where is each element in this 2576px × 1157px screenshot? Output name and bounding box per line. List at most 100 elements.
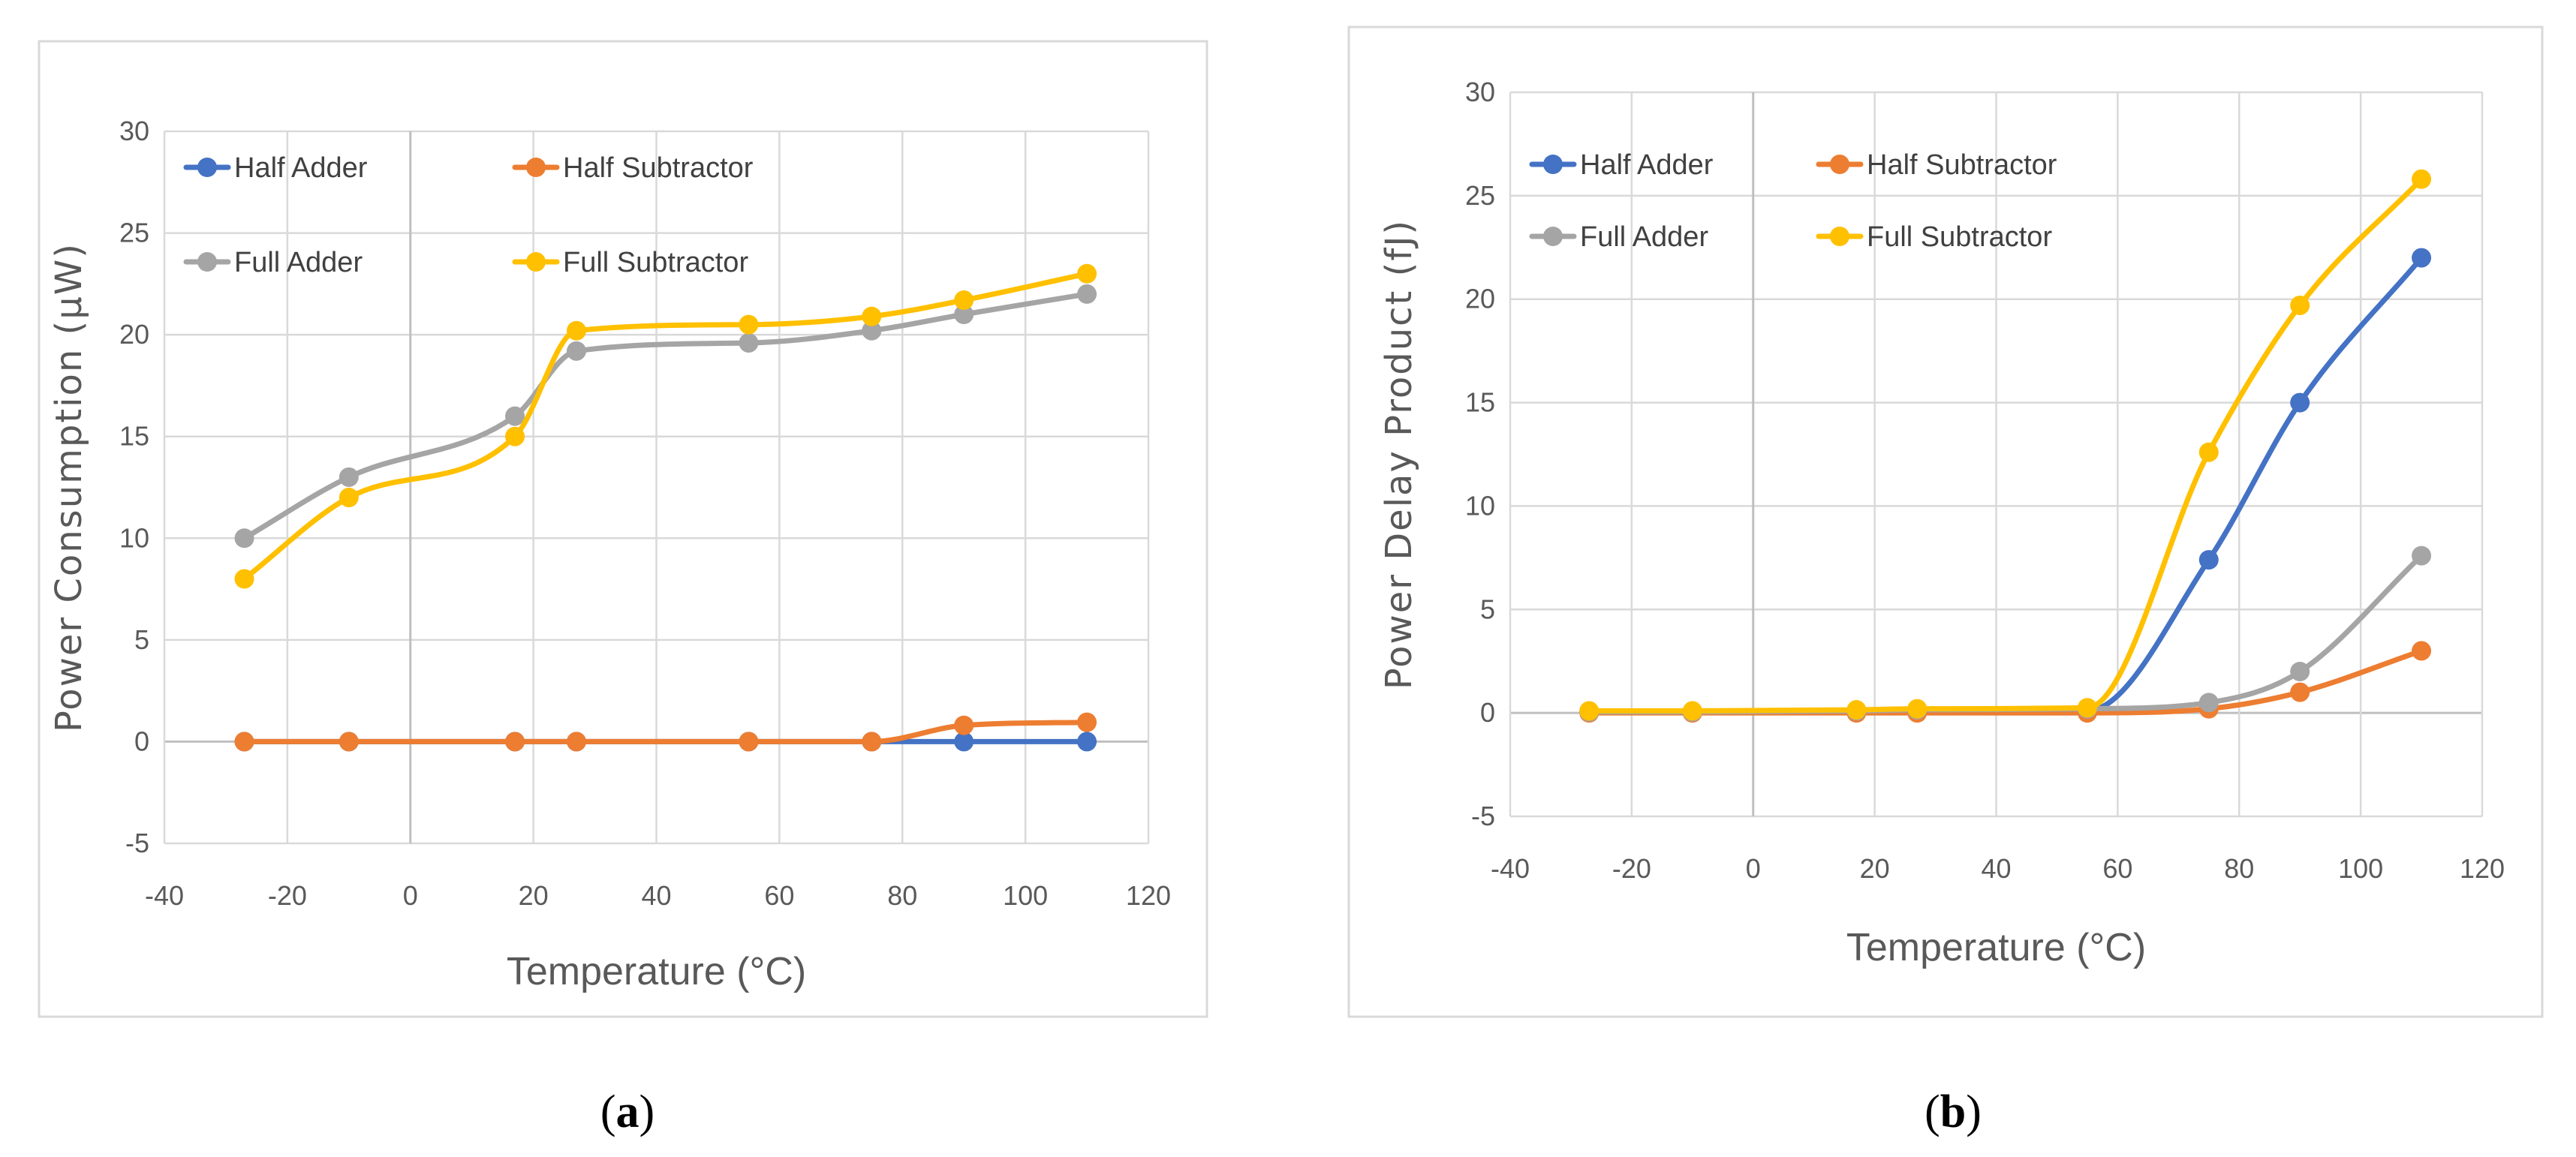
x-tick-label: 120 <box>1126 880 1171 911</box>
x-tick-label: -20 <box>268 880 307 911</box>
y-tick-label: 20 <box>1465 284 1495 314</box>
data-point <box>505 732 525 752</box>
data-point <box>739 332 759 353</box>
data-point <box>505 426 525 446</box>
legend-item: Full Subtractor <box>512 247 748 278</box>
data-point <box>1846 700 1867 720</box>
legend-swatch-marker <box>526 158 546 177</box>
legend-label: Full Subtractor <box>1867 221 2052 253</box>
data-point <box>862 320 882 341</box>
chart-b: -5 0 5 10 15 20 25 30 -40 -20 0 20 40 60 80 100 120 Power… <box>1378 77 2505 969</box>
data-point <box>1077 263 1097 284</box>
y-tick-label: 10 <box>1465 490 1495 521</box>
data-point <box>505 406 525 426</box>
data-point <box>2077 698 2097 718</box>
legend-item: Half Subtractor <box>1816 149 2057 181</box>
legend-label: Half Adder <box>1580 149 1714 181</box>
data-point <box>2412 641 2432 661</box>
legend-label: Half Adder <box>234 152 368 184</box>
series-line <box>242 271 1090 582</box>
legend-swatch-marker <box>1543 227 1563 246</box>
data-point <box>954 305 974 325</box>
data-point <box>2290 295 2310 315</box>
chart-a-frame <box>38 40 1208 1018</box>
data-point <box>566 341 586 361</box>
legend-swatch-marker <box>1830 155 1849 174</box>
series-half-subtractor <box>234 712 1097 752</box>
y-tick-label: 25 <box>119 218 149 248</box>
series-line <box>242 291 1090 541</box>
data-point <box>2198 693 2219 713</box>
data-point <box>2198 550 2219 570</box>
x-tick-label: 80 <box>2224 853 2254 884</box>
series-line <box>242 720 1090 744</box>
y-tick-label: 0 <box>134 726 149 756</box>
legend-swatch-marker <box>197 252 217 272</box>
y-tick-label: 5 <box>134 624 149 655</box>
data-point <box>1077 712 1097 732</box>
chart-b-frame <box>1347 26 2544 1018</box>
legend-label: Half Subtractor <box>563 152 754 184</box>
caption-b: (b) <box>1924 1086 1982 1137</box>
data-point <box>234 732 254 752</box>
data-point <box>566 320 586 341</box>
x-tick-label: -20 <box>1612 853 1651 884</box>
x-tick-label: -40 <box>145 880 184 911</box>
data-point <box>1077 732 1097 752</box>
legend-item: Half Adder <box>183 152 368 184</box>
y-tick-label: 30 <box>119 116 149 146</box>
series-full-subtractor <box>1579 169 2432 721</box>
x-axis-label: Temperature (°C) <box>507 950 806 993</box>
data-point <box>566 732 586 752</box>
legend-swatch-marker <box>1543 155 1563 174</box>
y-tick-label: 10 <box>119 522 149 553</box>
y-tick-label: 20 <box>119 319 149 350</box>
data-point <box>339 488 359 508</box>
chart-a: -5 0 5 10 15 20 25 30 -40 -20 0 20 40 60 80 100 120 Power… <box>48 116 1171 993</box>
data-point <box>234 528 254 548</box>
y-tick-label: 15 <box>1465 387 1495 418</box>
legend-swatch-marker <box>1830 227 1849 246</box>
y-tick-label: -5 <box>125 828 149 858</box>
data-point <box>2290 662 2310 681</box>
data-point <box>1077 284 1097 304</box>
y-tick-label: 15 <box>119 421 149 452</box>
data-point <box>1907 699 1927 719</box>
series-full-subtractor <box>234 263 1097 589</box>
data-point <box>2412 545 2432 566</box>
y-tick-label: 0 <box>1480 697 1495 728</box>
legend-label: Full Subtractor <box>563 247 748 278</box>
y-axis-label: Power Delay Product (fJ) <box>1378 219 1420 690</box>
y-tick-label: 30 <box>1465 77 1495 107</box>
legend-swatch-marker <box>526 252 546 272</box>
data-point <box>954 290 974 311</box>
data-point <box>234 569 254 589</box>
data-point <box>954 715 974 735</box>
x-tick-label: 0 <box>403 880 418 911</box>
x-tick-label: 40 <box>641 880 671 911</box>
x-tick-label: 40 <box>1981 853 2011 884</box>
data-point <box>862 732 882 752</box>
data-point <box>2290 392 2310 413</box>
y-tick-label: -5 <box>1471 801 1495 831</box>
legend-item: Half Subtractor <box>512 152 754 184</box>
legend-item: Half Adder <box>1529 149 1714 181</box>
data-point <box>339 732 359 752</box>
data-point <box>739 732 759 752</box>
data-point <box>2198 442 2219 462</box>
legend-swatch-marker <box>197 158 217 177</box>
y-axis-label: Power Consumption (μW) <box>48 242 90 732</box>
x-tick-label: 100 <box>1003 880 1048 911</box>
x-tick-label: 0 <box>1746 853 1761 884</box>
y-tick-label: 5 <box>1480 594 1495 624</box>
data-point <box>1579 701 1599 721</box>
x-tick-label: 80 <box>887 880 917 911</box>
caption-a: (a) <box>600 1086 655 1137</box>
legend-label: Half Subtractor <box>1867 149 2057 181</box>
series-full-adder <box>234 284 1097 548</box>
x-tick-label: 60 <box>764 880 794 911</box>
data-point <box>2412 169 2432 189</box>
data-point <box>339 467 359 487</box>
data-point <box>2412 248 2432 268</box>
